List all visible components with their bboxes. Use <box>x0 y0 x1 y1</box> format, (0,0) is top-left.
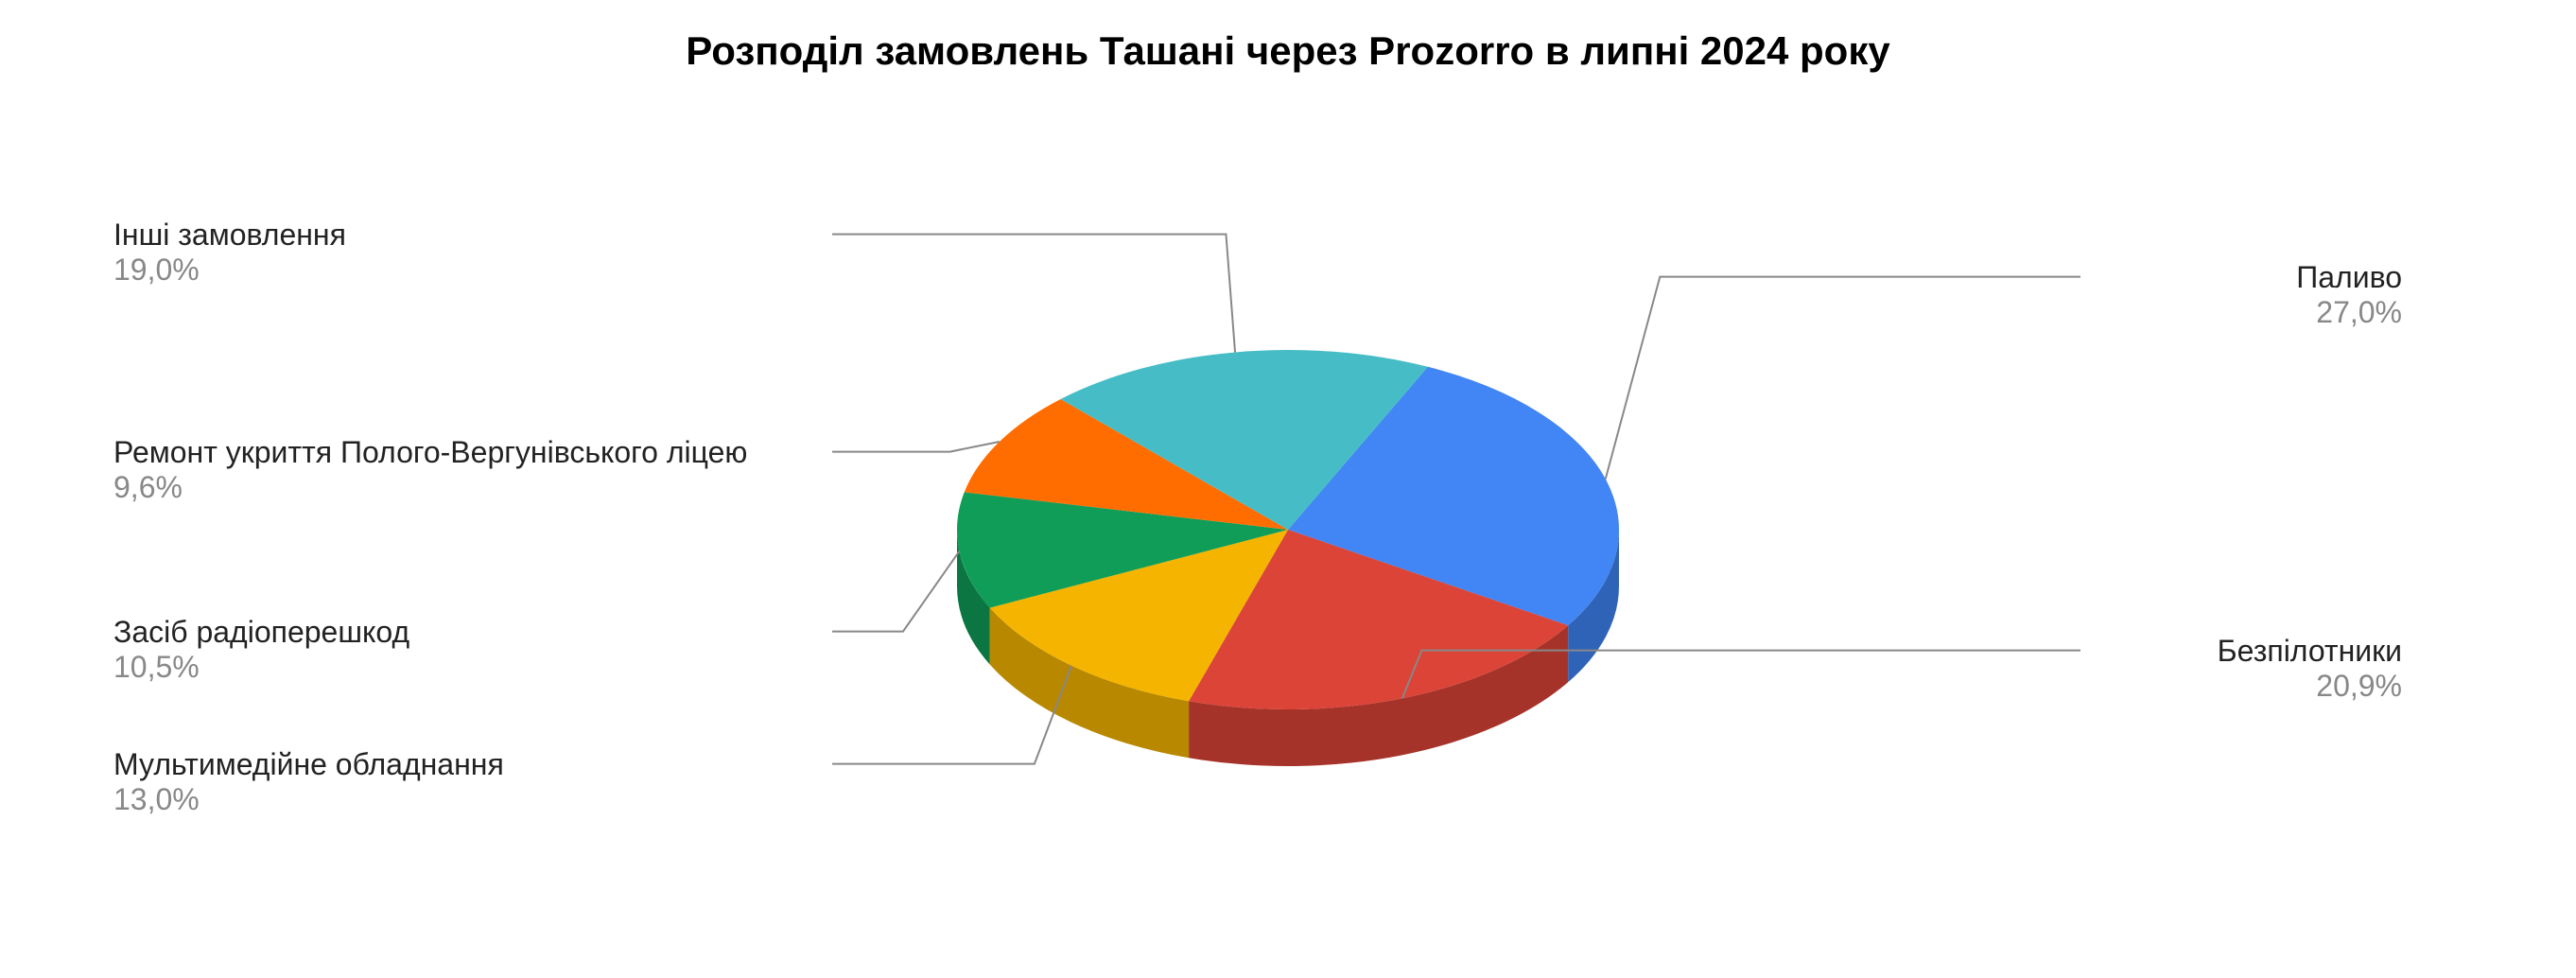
slice-label-name: Засіб радіоперешкод <box>113 615 409 650</box>
slice-label: Інші замовлення19,0% <box>113 218 346 288</box>
slice-label: Паливо27,0% <box>2296 260 2402 330</box>
slice-label-pct: 9,6% <box>113 470 747 505</box>
slice-label-name: Безпілотники <box>2218 634 2402 669</box>
slice-label-name: Інші замовлення <box>113 218 346 253</box>
slice-label-name: Паливо <box>2296 260 2402 295</box>
slice-label-pct: 19,0% <box>113 253 346 288</box>
slice-label-name: Ремонт укриття Полого-Вергунівського ліц… <box>113 435 747 470</box>
slice-label-pct: 20,9% <box>2218 669 2402 704</box>
slice-label: Безпілотники20,9% <box>2218 634 2402 704</box>
leader-line <box>832 551 960 632</box>
slice-label-pct: 10,5% <box>113 650 409 685</box>
slice-label-name: Мультимедійне обладнання <box>113 747 504 782</box>
slice-label-pct: 13,0% <box>113 782 504 817</box>
slice-label: Засіб радіоперешкод10,5% <box>113 615 409 685</box>
leader-line <box>832 235 1235 353</box>
leader-line <box>832 442 1000 452</box>
slice-label: Мультимедійне обладнання13,0% <box>113 747 504 817</box>
leader-line <box>1606 277 2080 480</box>
slice-label-pct: 27,0% <box>2296 295 2402 330</box>
slice-label: Ремонт укриття Полого-Вергунівського ліц… <box>113 435 747 505</box>
